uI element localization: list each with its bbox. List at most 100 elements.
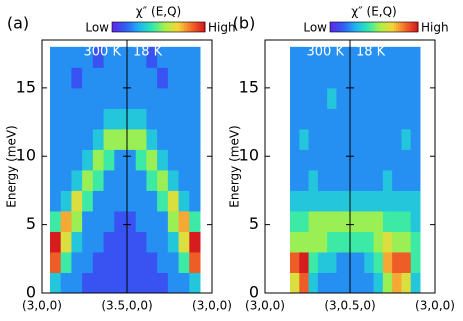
colorbar-swatch xyxy=(156,22,159,32)
heatmap-cell xyxy=(103,46,115,68)
heatmap-cell xyxy=(308,87,319,109)
heatmap-cell xyxy=(336,87,347,109)
heatmap-cell xyxy=(125,67,137,89)
heatmap-cell xyxy=(345,67,356,89)
colorbar-swatch xyxy=(149,22,153,32)
heatmap-cell xyxy=(114,272,126,294)
x-tick-label: (3,0,0) xyxy=(22,299,62,313)
heatmap-cell xyxy=(135,46,147,68)
heatmap-cell xyxy=(60,87,72,109)
heatmap-cell xyxy=(60,67,72,89)
heatmap-cell xyxy=(114,87,126,109)
heatmap-cell xyxy=(401,87,412,109)
heatmap-cell xyxy=(410,67,421,89)
heatmap-cell xyxy=(327,231,337,253)
heatmap-cell xyxy=(410,149,421,171)
heatmap-cell xyxy=(125,210,137,232)
heatmap-cell xyxy=(71,87,83,109)
colorbar-swatch xyxy=(135,22,139,32)
heatmap-cell xyxy=(60,128,72,150)
colorbar-swatch xyxy=(338,22,342,32)
heatmap-cell xyxy=(317,149,328,171)
heatmap-cell xyxy=(345,46,356,68)
heatmap-cell xyxy=(50,87,62,109)
colorbar-swatch xyxy=(332,22,335,32)
colorbar-swatch xyxy=(369,22,373,32)
colorbar-swatch xyxy=(179,22,183,32)
heatmap-cell xyxy=(71,251,83,273)
annotation: 18 K xyxy=(133,45,163,60)
heatmap-cell xyxy=(157,87,169,109)
heatmap-cell xyxy=(317,46,328,68)
heatmap-cell xyxy=(308,251,319,273)
heatmap-cell xyxy=(82,128,94,150)
heatmap-cell xyxy=(157,190,169,212)
heatmap-cell xyxy=(299,251,310,273)
x-tick-label: (3,0.5,0) xyxy=(324,299,375,313)
heatmap-cell xyxy=(103,190,115,212)
colorbar-low: Low xyxy=(303,21,327,35)
heatmap-cell xyxy=(92,272,105,294)
heatmap-cell xyxy=(299,46,310,68)
heatmap-cell xyxy=(157,251,169,273)
heatmap-cell xyxy=(317,128,328,150)
heatmap-cell xyxy=(71,46,83,68)
heatmap-cell xyxy=(103,87,115,109)
heatmap-cell xyxy=(103,169,115,191)
colorbar-swatch xyxy=(380,22,384,32)
heatmap-cell xyxy=(92,149,105,171)
heatmap-cell xyxy=(125,190,137,212)
heatmap-cell xyxy=(125,272,137,294)
heatmap-cell xyxy=(401,210,412,232)
heatmap-cell xyxy=(299,149,310,171)
heatmap-cell xyxy=(125,149,137,171)
heatmap-cell xyxy=(146,108,158,130)
heatmap-cell xyxy=(71,67,83,89)
heatmap-cell xyxy=(364,67,375,89)
colorbar-swatch xyxy=(128,22,132,32)
heatmap-cell xyxy=(103,108,115,130)
colorbar-swatch xyxy=(112,22,115,32)
heatmap-cell xyxy=(178,169,190,191)
heatmap-cell xyxy=(290,108,300,130)
heatmap-cell xyxy=(60,169,72,191)
x-tick-label: (3,0,0) xyxy=(245,299,285,313)
heatmap-cell xyxy=(82,190,94,212)
heatmap-cell xyxy=(146,190,158,212)
heatmap-cell xyxy=(125,128,137,150)
colorbar-swatch xyxy=(130,22,134,32)
heatmap-cell xyxy=(373,87,384,109)
colorbar-swatch xyxy=(398,22,401,32)
heatmap-cell xyxy=(125,231,137,253)
heatmap-cell xyxy=(135,231,147,253)
heatmap-cell xyxy=(114,46,126,68)
heatmap-cell xyxy=(401,149,412,171)
colorbar-swatch xyxy=(186,22,190,32)
annotation: 300 K xyxy=(307,45,345,60)
heatmap-cell xyxy=(189,231,201,253)
heatmap-cell xyxy=(336,272,347,294)
colorbar-swatch xyxy=(334,22,338,32)
heatmap-cell xyxy=(50,46,62,68)
heatmap-cell xyxy=(135,251,147,273)
colorbar-swatch xyxy=(363,22,366,32)
heatmap-cell xyxy=(345,149,356,171)
heatmap-cell xyxy=(373,231,384,253)
heatmap-cell xyxy=(410,128,421,150)
heatmap-cell xyxy=(290,231,300,253)
heatmap-cell xyxy=(92,190,105,212)
heatmap-cell xyxy=(114,169,126,191)
heatmap-cell xyxy=(50,251,62,273)
heatmap-cell xyxy=(382,87,393,109)
heatmap-cell xyxy=(71,190,83,212)
heatmap-cell xyxy=(382,210,393,232)
colorbar-swatch xyxy=(411,22,415,32)
colorbar-swatch xyxy=(391,22,395,32)
heatmap-cell xyxy=(355,108,365,130)
heatmap-cell xyxy=(178,108,190,130)
colorbar-swatch xyxy=(382,22,386,32)
colorbar-low: Low xyxy=(85,21,109,35)
heatmap-cell xyxy=(392,231,402,253)
heatmap-cell xyxy=(178,272,190,294)
